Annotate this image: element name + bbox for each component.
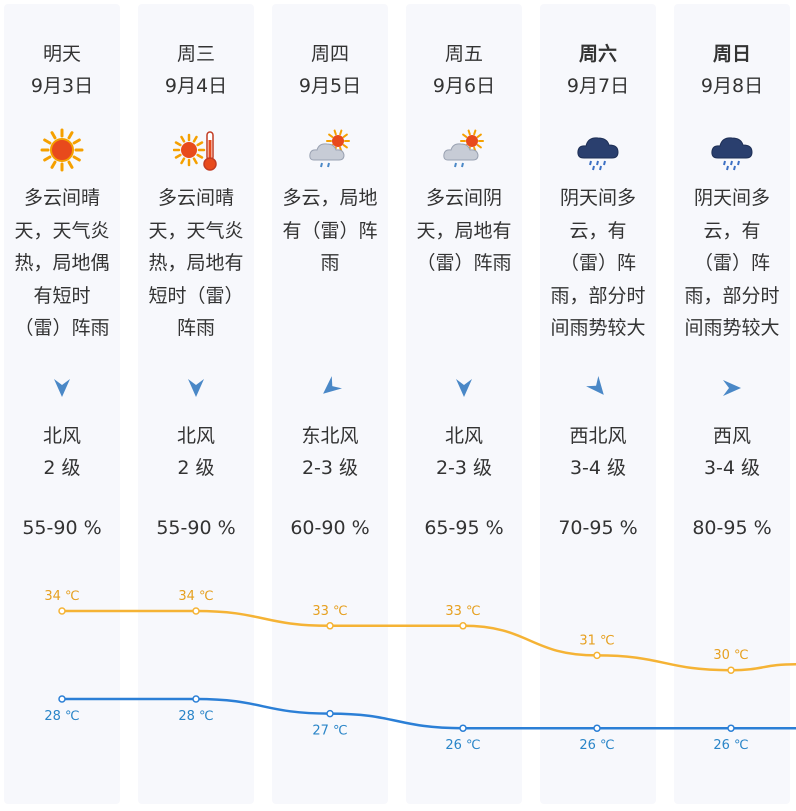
- wind-level: 2-3 级: [435, 457, 493, 479]
- date-label: 9月7日: [566, 75, 630, 97]
- date-label: 9月3日: [30, 75, 94, 97]
- day-label: 周三: [176, 43, 215, 65]
- wind-arrow-south-icon: [4, 376, 120, 400]
- description-line: 热，局地偶: [14, 252, 110, 274]
- wind-direction: 西风: [712, 425, 751, 447]
- dark-cloud-rain-icon: [674, 128, 790, 176]
- day-column: 周四 9月5日 多云，局地有（雷）阵雨东北风 2-3 级 60-90 %: [272, 4, 388, 804]
- weather-description: 多云，局地有（雷）阵雨: [276, 182, 384, 280]
- description-line: 多云间阴: [425, 187, 502, 209]
- wind-direction: 北风: [444, 425, 483, 447]
- description-line: 有短时: [33, 284, 91, 307]
- description-line: 阴天间多: [559, 187, 636, 209]
- description-line: 阴天间多: [693, 187, 770, 209]
- wind-direction: 东北风: [301, 425, 359, 447]
- humidity: 70-95 %: [558, 517, 638, 539]
- description-line: 云，有: [703, 219, 761, 242]
- wind-arrow-south-icon: [138, 376, 254, 400]
- cloud-sun-rain-icon: [272, 128, 388, 176]
- day-column: 周日 9月8日 阴天间多云，有 （雷）阵雨，部分时间雨势较大西风 3-4 级 80-95…: [674, 4, 790, 804]
- wind-level: 3-4 级: [569, 457, 627, 479]
- wind-direction: 西北风: [569, 425, 627, 447]
- date-label: 9月8日: [700, 75, 764, 97]
- humidity: 65-95 %: [424, 517, 504, 539]
- description-line: 天，局地有: [416, 219, 512, 242]
- weather-description: 多云间晴天，天气炎热，局地偶有短时 （雷）阵雨: [8, 182, 116, 345]
- sun-thermometer-icon: [138, 128, 254, 176]
- weather-description: 阴天间多云，有 （雷）阵雨，部分时间雨势较大: [544, 182, 652, 345]
- day-column: 周三 9月4日 多云间晴天，天气炎热，局地有短时（雷） 阵雨北风 2 级 55-90 %: [138, 4, 254, 804]
- wind-direction: 北风: [42, 425, 81, 447]
- wind-arrow-southwest-icon: [272, 376, 388, 400]
- wind-arrow-south-icon: [406, 376, 522, 400]
- description-line: 多云间晴: [157, 187, 234, 209]
- description-line: 有（雷）阵: [282, 219, 378, 242]
- description-line: 热，局地有: [148, 252, 244, 274]
- date-label: 9月6日: [432, 75, 496, 97]
- wind-level: 2 级: [177, 457, 215, 479]
- day-column: 周五 9月6日 多云间阴天，局地有 （雷）阵雨北风 2-3 级 65-95 %: [406, 4, 522, 804]
- wind-direction: 北风: [176, 425, 215, 447]
- description-line: （雷）阵雨: [416, 252, 512, 274]
- day-column: 明天 9月3日多云间晴天，天气炎热，局地偶有短时 （雷）阵雨北风 2 级 55-90 %: [4, 4, 120, 804]
- weather-description: 多云间阴天，局地有 （雷）阵雨: [410, 182, 518, 280]
- wind-arrow-east-icon: [674, 376, 790, 400]
- description-line: （雷）阵: [559, 252, 636, 274]
- description-line: 间雨势较大: [550, 317, 646, 339]
- description-line: 多云间晴: [23, 187, 100, 209]
- day-label: 周五: [444, 43, 483, 65]
- description-line: 雨，部分时: [550, 284, 646, 307]
- humidity: 80-95 %: [692, 517, 772, 539]
- wind-level: 2 级: [43, 457, 81, 479]
- humidity: 60-90 %: [290, 517, 370, 539]
- wind-arrow-southeast-icon: [540, 376, 656, 400]
- humidity: 55-90 %: [22, 517, 102, 539]
- day-label: 周六: [578, 43, 617, 65]
- description-line: 阵雨: [176, 317, 215, 339]
- description-line: 多云，局地: [282, 187, 378, 209]
- day-label: 明天: [42, 43, 81, 65]
- description-line: 云，有: [569, 219, 627, 242]
- cloud-sun-rain-icon: [406, 128, 522, 176]
- description-line: 短时（雷）: [148, 284, 244, 307]
- date-label: 9月5日: [298, 75, 362, 97]
- day-label: 周四: [310, 43, 349, 65]
- weather-description: 阴天间多云，有 （雷）阵雨，部分时间雨势较大: [678, 182, 786, 345]
- date-label: 9月4日: [164, 75, 228, 97]
- description-line: 雨: [320, 252, 340, 274]
- sun-icon: [4, 128, 120, 176]
- weather-description: 多云间晴天，天气炎热，局地有短时（雷） 阵雨: [142, 182, 250, 345]
- day-label: 周日: [712, 43, 751, 65]
- dark-cloud-rain-icon: [540, 128, 656, 176]
- wind-level: 3-4 级: [703, 457, 761, 479]
- description-line: （雷）阵雨: [14, 317, 110, 339]
- description-line: （雷）阵: [693, 252, 770, 274]
- humidity: 55-90 %: [156, 517, 236, 539]
- description-line: 天，天气炎: [148, 219, 244, 242]
- wind-level: 2-3 级: [301, 457, 359, 479]
- description-line: 间雨势较大: [684, 317, 780, 339]
- day-column: 周六 9月7日 阴天间多云，有 （雷）阵雨，部分时间雨势较大西北风 3-4 级 70-9…: [540, 4, 656, 804]
- description-line: 天，天气炎: [14, 219, 110, 242]
- description-line: 雨，部分时: [684, 284, 780, 307]
